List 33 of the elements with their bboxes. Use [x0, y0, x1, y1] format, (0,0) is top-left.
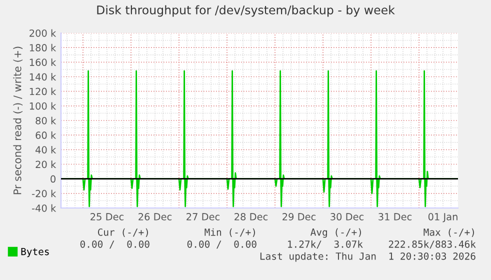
y-tick-label: 80 k: [36, 116, 56, 124]
x-tick-label: 28 Dec: [234, 213, 268, 220]
text: Min (-/+): [204, 228, 255, 237]
y-tick-label: 180 k: [30, 44, 56, 52]
y-tick-label: 100 k: [30, 102, 56, 110]
y-tick-label: 40 k: [36, 146, 56, 154]
x-tick-label: 01 Jan: [428, 213, 458, 222]
x-tick-label: 27 Dec: [186, 213, 220, 220]
x-tick-label: 30 Dec: [330, 213, 364, 220]
text: Avg (-/+): [310, 228, 361, 238]
y-tick-label: 160 k: [30, 58, 56, 66]
text: Last update: Thu Jan 1 20:30:03 2026: [260, 252, 476, 262]
text: 1.27k/ 3.07k: [288, 240, 363, 249]
x-tick-label: 31 Dec: [378, 213, 412, 220]
chart-title: Disk throughput for /dev/system/backup - by week: [97, 5, 395, 17]
y-tick-label: 60 k: [36, 131, 56, 139]
y-tick-label: 120 k: [30, 88, 56, 96]
y-tick-label: 0: [50, 175, 56, 183]
y-tick-label: 200 k: [30, 29, 56, 37]
x-tick-label: 29 Dec: [282, 213, 316, 220]
x-tick-label: 26 Dec: [138, 213, 172, 220]
x-tick-label: 25 Dec: [90, 213, 124, 220]
text: Cur (-/+): [98, 228, 148, 237]
y-tick-label: -20 k: [32, 190, 56, 198]
text: 0.00 / 0.00: [80, 240, 150, 249]
y-axis-title: Pr second read (-) / write (+): [13, 46, 23, 194]
text: 0.00 / 0.00: [187, 240, 256, 249]
y-tick-label: 140 k: [30, 73, 56, 81]
text: 222.85k/883.46k: [388, 240, 476, 249]
y-tick-label: -40 k: [32, 204, 56, 212]
legend-label: Bytes: [21, 248, 49, 258]
text: Max (-/+): [424, 228, 474, 237]
y-tick-label: 20 k: [36, 160, 56, 168]
